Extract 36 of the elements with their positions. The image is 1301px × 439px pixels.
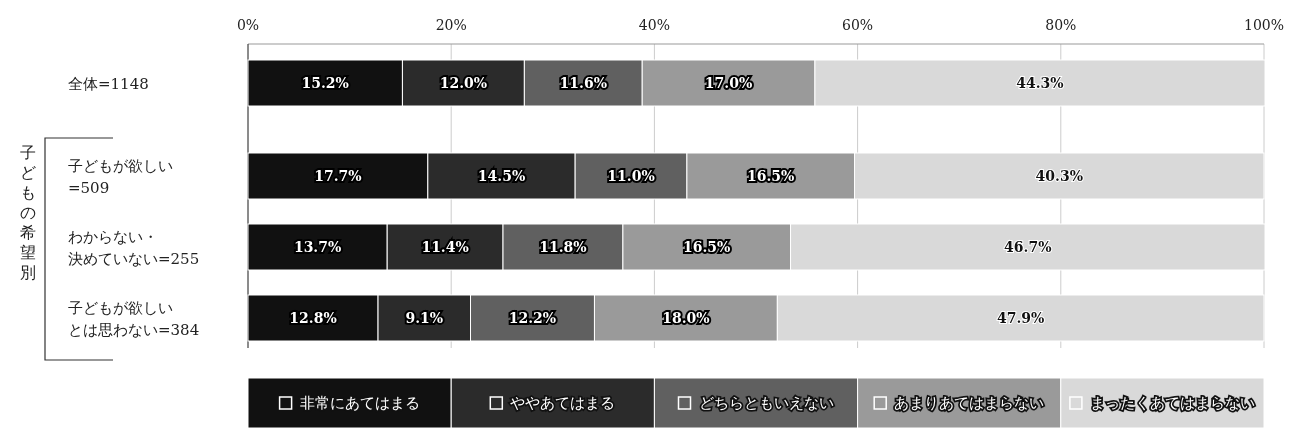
x-tick-label: 0% [236,17,260,33]
data-label: 15.2% [301,75,349,91]
data-label: 17.7% [314,168,362,184]
data-label: 11.4% [421,239,469,255]
data-label: 9.1% [405,310,444,326]
data-label: 40.3% [1035,168,1083,184]
data-label: 13.7% [293,239,342,255]
y-tick-label: 全体=1148 [68,75,149,93]
data-label: 18.0% [662,310,710,326]
data-label: 11.6% [559,75,607,91]
data-label: 12.8% [289,310,337,326]
data-label: 44.3% [1016,75,1064,91]
legend-label: どちらともいえない [698,394,834,412]
x-tick-label: 20% [435,17,467,33]
x-tick-label: 60% [842,17,874,33]
y-tick-label: わからない・決めていない=255 [68,228,200,268]
data-label: 16.5% [683,239,731,255]
data-label: 12.2% [508,310,557,326]
legend-label: まったくあてはまらない [1089,394,1255,412]
legend-label: 非常にあてはまる [299,394,420,412]
data-label: 11.0% [607,168,655,184]
y-tick-label: 子どもが欲しいとは思わない=384 [68,299,200,339]
y-tick-label: 子どもが欲しい=509 [68,157,173,197]
data-label: 16.5% [747,168,795,184]
text: 子どもの希望別 [20,143,36,282]
x-tick-label: 100% [1243,17,1285,33]
data-label: 17.0% [704,75,753,91]
data-label: 14.5% [477,168,526,184]
x-tick-label: 40% [638,17,670,33]
data-label: 11.8% [539,239,587,255]
data-label: 12.0% [439,75,488,91]
legend-label: ややあてはまる [510,394,616,412]
x-tick-label: 80% [1045,17,1077,33]
legend-label: あまりあてはまらない [894,394,1045,412]
data-label: 47.9% [996,310,1045,326]
data-label: 46.7% [1004,239,1052,255]
